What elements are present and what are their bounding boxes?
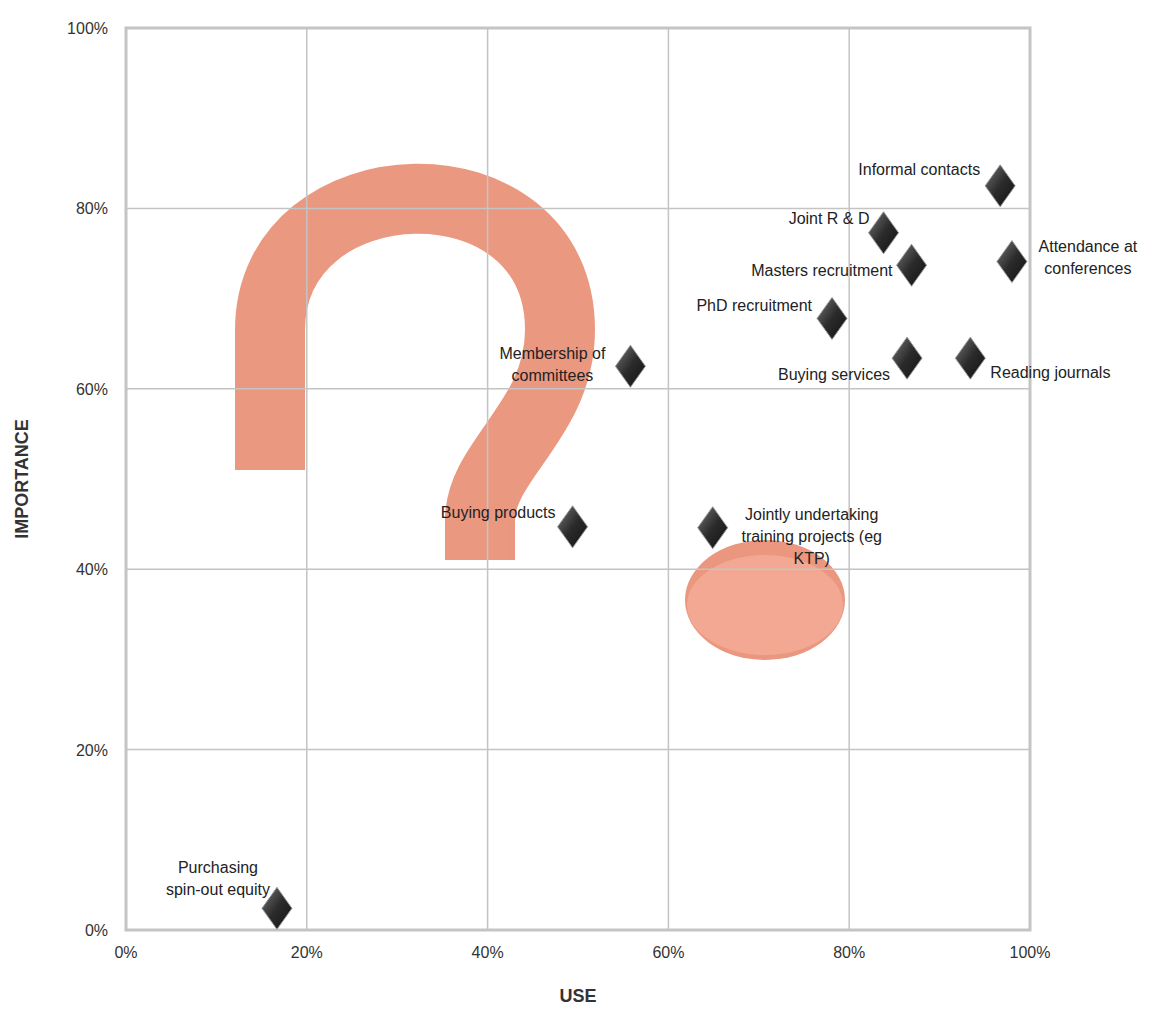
grid-line: [306, 28, 308, 930]
grid-line: [487, 28, 489, 930]
point: [997, 241, 1027, 283]
label-line: conferences: [1044, 260, 1131, 277]
point-label: Membership of committees: [500, 345, 606, 384]
y-tick-label: 80%: [76, 200, 108, 217]
label-line: Purchasing: [178, 859, 258, 876]
label-line: Membership of: [500, 345, 606, 362]
plot-frame: [126, 28, 1030, 930]
point: [897, 244, 927, 286]
point-label: Buying services: [778, 366, 890, 383]
label-line: Buying products: [441, 504, 556, 521]
label-line: Jointly undertaking: [745, 506, 878, 523]
grid-line: [126, 749, 1030, 751]
point-label: Joint R & D: [789, 210, 870, 227]
label-line: Masters recruitment: [751, 262, 893, 279]
x-tick-label: 60%: [652, 944, 684, 961]
point: [558, 506, 588, 548]
x-tick-label: 100%: [1010, 944, 1051, 961]
question-dot-top: [687, 555, 843, 655]
label-line: Informal contacts: [858, 161, 980, 178]
y-axis-title: IMPORTANCE: [12, 419, 32, 539]
y-tick-label: 20%: [76, 742, 108, 759]
label-line: Buying services: [778, 366, 890, 383]
point-label: PhD recruitment: [696, 297, 812, 314]
x-tick-label: 40%: [472, 944, 504, 961]
point: [615, 345, 645, 387]
grid: [126, 28, 1030, 930]
point: [985, 165, 1015, 207]
x-axis-title: USE: [559, 986, 596, 1006]
label-line: committees: [512, 367, 594, 384]
point-label: Reading journals: [990, 364, 1110, 381]
label-line: Attendance at: [1039, 238, 1138, 255]
point-label: Informal contacts: [858, 161, 980, 178]
point-labels: Informal contacts Joint R & D Masters recr…: [166, 161, 1138, 899]
label-line: spin-out equity: [166, 881, 270, 898]
grid-line: [126, 208, 1030, 210]
grid-line: [126, 568, 1030, 570]
point-label: Attendance at conferences: [1039, 238, 1138, 277]
question-dot: [685, 540, 845, 660]
chart: 0% 20% 40% 60% 80% 100% 0% 20% 40% 60% 80% 100% USE I…: [0, 0, 1155, 1016]
label-line: training projects (eg: [741, 528, 882, 545]
x-tick-label: 20%: [291, 944, 323, 961]
grid-line: [668, 28, 670, 930]
point-label: Buying products: [441, 504, 556, 521]
grid-line: [126, 388, 1030, 390]
point-label: Jointly undertaking training projects (eg…: [741, 506, 882, 567]
points: [262, 165, 1027, 930]
x-tick-label: 80%: [833, 944, 865, 961]
point-label: Purchasing spin-out equity: [166, 859, 270, 898]
label-line: Joint R & D: [789, 210, 870, 227]
point: [698, 507, 728, 549]
grid-line: [848, 28, 850, 930]
y-tick-label: 60%: [76, 381, 108, 398]
point-label: Masters recruitment: [751, 262, 893, 279]
y-tick-label: 100%: [67, 20, 108, 37]
point: [869, 212, 899, 254]
y-tick-label: 40%: [76, 561, 108, 578]
point: [817, 297, 847, 339]
y-tick-label: 0%: [85, 922, 108, 939]
label-line: Reading journals: [990, 364, 1110, 381]
label-line: KTP): [793, 550, 829, 567]
x-tick-label: 0%: [114, 944, 137, 961]
point: [955, 337, 985, 379]
point: [892, 337, 922, 379]
label-line: PhD recruitment: [696, 297, 812, 314]
